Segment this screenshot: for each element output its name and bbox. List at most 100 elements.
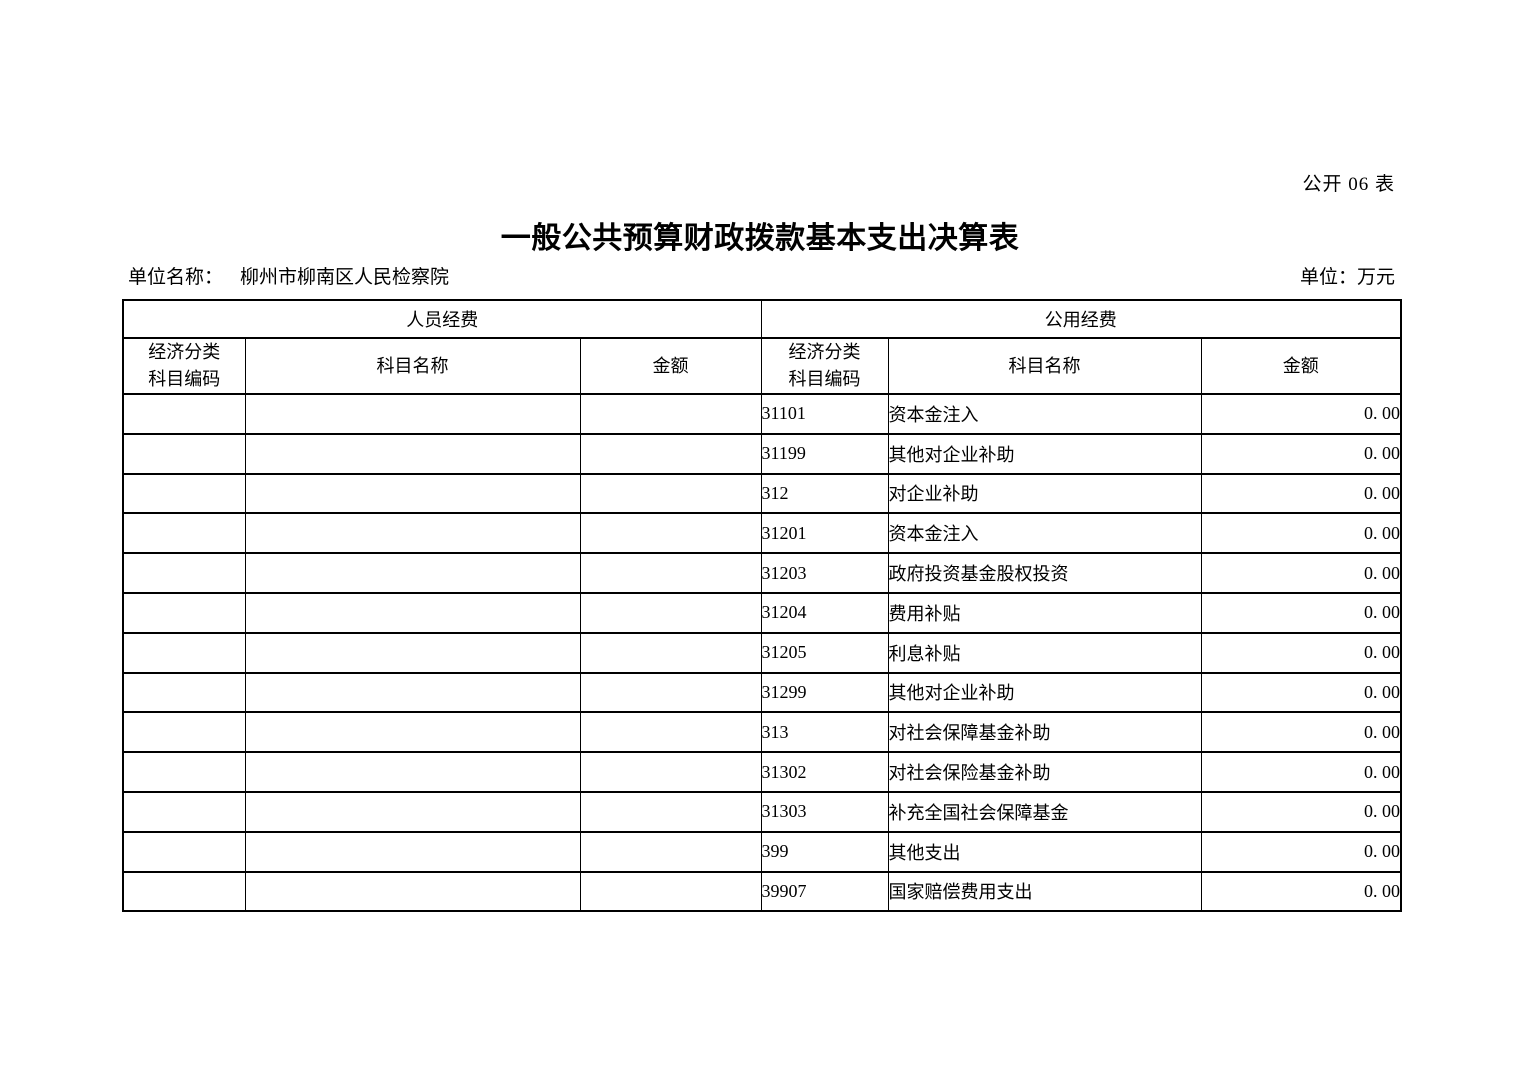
left-code-cell (122, 631, 246, 674)
right-code-cell: 31203 (760, 552, 889, 594)
right-name-cell: 资本金注入 (887, 512, 1202, 555)
left-amount-cell (579, 830, 762, 873)
left-name-cell (244, 472, 581, 515)
right-code-cell: 31204 (760, 591, 889, 634)
right-amount-cell: 0. 00 (1200, 870, 1402, 913)
right-amount-cell: 0. 00 (1200, 711, 1402, 754)
right-name-cell: 其他对企业补助 (887, 671, 1202, 714)
left-group-header: 人员经费 (122, 299, 762, 339)
unit-measure-label: 单位：万元 (1299, 267, 1395, 288)
right-name-cell: 利息补贴 (887, 631, 1202, 674)
right-code-cell: 399 (760, 830, 889, 873)
left-name-cell (244, 552, 581, 594)
right-code-column-header: 经济分类 科目编码 (760, 337, 889, 395)
doc-number-label: 公开 06 表 (1302, 174, 1395, 195)
left-name-cell (244, 790, 581, 833)
table-row: 31303 补充全国社会保障基金 0. 00 (122, 790, 1402, 833)
left-name-cell (244, 631, 581, 674)
left-code-cell (122, 711, 246, 754)
left-name-column-header: 科目名称 (244, 337, 581, 395)
right-code-cell: 31303 (760, 790, 889, 833)
left-amount-column-header: 金额 (579, 337, 762, 395)
right-amount-cell: 0. 00 (1200, 552, 1402, 594)
right-name-cell: 其他对企业补助 (887, 432, 1202, 475)
table-row: 31101 资本金注入 0. 00 (122, 393, 1402, 435)
left-code-cell (122, 830, 246, 873)
group-header-row: 人员经费 公用经费 (122, 299, 1402, 339)
left-name-cell (244, 671, 581, 714)
right-group-header: 公用经费 (760, 299, 1402, 339)
right-name-cell: 国家赔偿费用支出 (887, 870, 1202, 913)
left-amount-cell (579, 432, 762, 475)
unit-name-line: 单位名称： 柳州市柳南区人民检察院 (128, 262, 449, 289)
left-amount-cell (579, 870, 762, 913)
right-amount-cell: 0. 00 (1200, 631, 1402, 674)
left-code-cell (122, 432, 246, 475)
left-amount-cell (579, 552, 762, 594)
page-title: 一般公共预算财政拨款基本支出决算表 (500, 222, 1020, 255)
right-code-cell: 31205 (760, 631, 889, 674)
table-row: 31203 政府投资基金股权投资 0. 00 (122, 552, 1402, 594)
right-code-cell: 313 (760, 711, 889, 754)
left-name-cell (244, 711, 581, 754)
left-amount-cell (579, 671, 762, 714)
left-amount-cell (579, 711, 762, 754)
right-amount-column-header: 金额 (1200, 337, 1402, 395)
left-code-column-header: 经济分类 科目编码 (122, 337, 246, 395)
right-amount-cell: 0. 00 (1200, 472, 1402, 515)
left-amount-cell (579, 790, 762, 833)
left-amount-cell (579, 631, 762, 674)
right-name-cell: 其他支出 (887, 830, 1202, 873)
right-name-cell: 政府投资基金股权投资 (887, 552, 1202, 594)
code-header-line2: 科目编码 (148, 369, 221, 389)
left-name-cell (244, 751, 581, 793)
left-name-cell (244, 432, 581, 475)
left-amount-cell (579, 393, 762, 435)
code-header-line1: 经济分类 (148, 342, 221, 362)
right-code-cell: 31101 (760, 393, 889, 435)
right-amount-cell: 0. 00 (1200, 671, 1402, 714)
code-header-line1: 经济分类 (788, 342, 861, 362)
left-code-cell (122, 790, 246, 833)
table-row: 312 对企业补助 0. 00 (122, 472, 1402, 515)
left-code-cell (122, 552, 246, 594)
right-amount-cell: 0. 00 (1200, 830, 1402, 873)
table-row: 399 其他支出 0. 00 (122, 830, 1402, 873)
right-name-cell: 对社会保障基金补助 (887, 711, 1202, 754)
left-code-cell (122, 393, 246, 435)
right-amount-cell: 0. 00 (1200, 512, 1402, 555)
unit-name-value: 柳州市柳南区人民检察院 (240, 267, 450, 288)
left-name-cell (244, 393, 581, 435)
right-name-cell: 对社会保险基金补助 (887, 751, 1202, 793)
left-amount-cell (579, 472, 762, 515)
right-code-cell: 31299 (760, 671, 889, 714)
right-amount-cell: 0. 00 (1200, 393, 1402, 435)
right-code-cell: 39907 (760, 870, 889, 913)
code-header-line2: 科目编码 (788, 369, 861, 389)
left-amount-cell (579, 751, 762, 793)
left-code-cell (122, 512, 246, 555)
right-code-cell: 31199 (760, 432, 889, 475)
right-name-cell: 费用补贴 (887, 591, 1202, 634)
left-code-cell (122, 472, 246, 515)
table-row: 31205 利息补贴 0. 00 (122, 631, 1402, 674)
right-name-cell: 补充全国社会保障基金 (887, 790, 1202, 833)
left-code-cell (122, 870, 246, 913)
right-code-cell: 312 (760, 472, 889, 515)
left-code-cell (122, 591, 246, 634)
left-code-cell (122, 671, 246, 714)
right-amount-cell: 0. 00 (1200, 751, 1402, 793)
left-amount-cell (579, 591, 762, 634)
unit-name-label: 单位名称： (128, 267, 224, 288)
left-name-cell (244, 870, 581, 913)
right-amount-cell: 0. 00 (1200, 591, 1402, 634)
left-code-cell (122, 751, 246, 793)
right-code-cell: 31201 (760, 512, 889, 555)
right-name-cell: 对企业补助 (887, 472, 1202, 515)
info-row: 单位名称： 柳州市柳南区人民检察院 单位：万元 (128, 262, 1395, 289)
column-header-row: 经济分类 科目编码 科目名称 金额 经济分类 科目编码 科目名称 金额 (122, 337, 1402, 395)
right-amount-cell: 0. 00 (1200, 432, 1402, 475)
table-body: 31101 资本金注入 0. 00 31199 其他对企业补助 0. 00 31… (122, 393, 1402, 913)
left-name-cell (244, 512, 581, 555)
